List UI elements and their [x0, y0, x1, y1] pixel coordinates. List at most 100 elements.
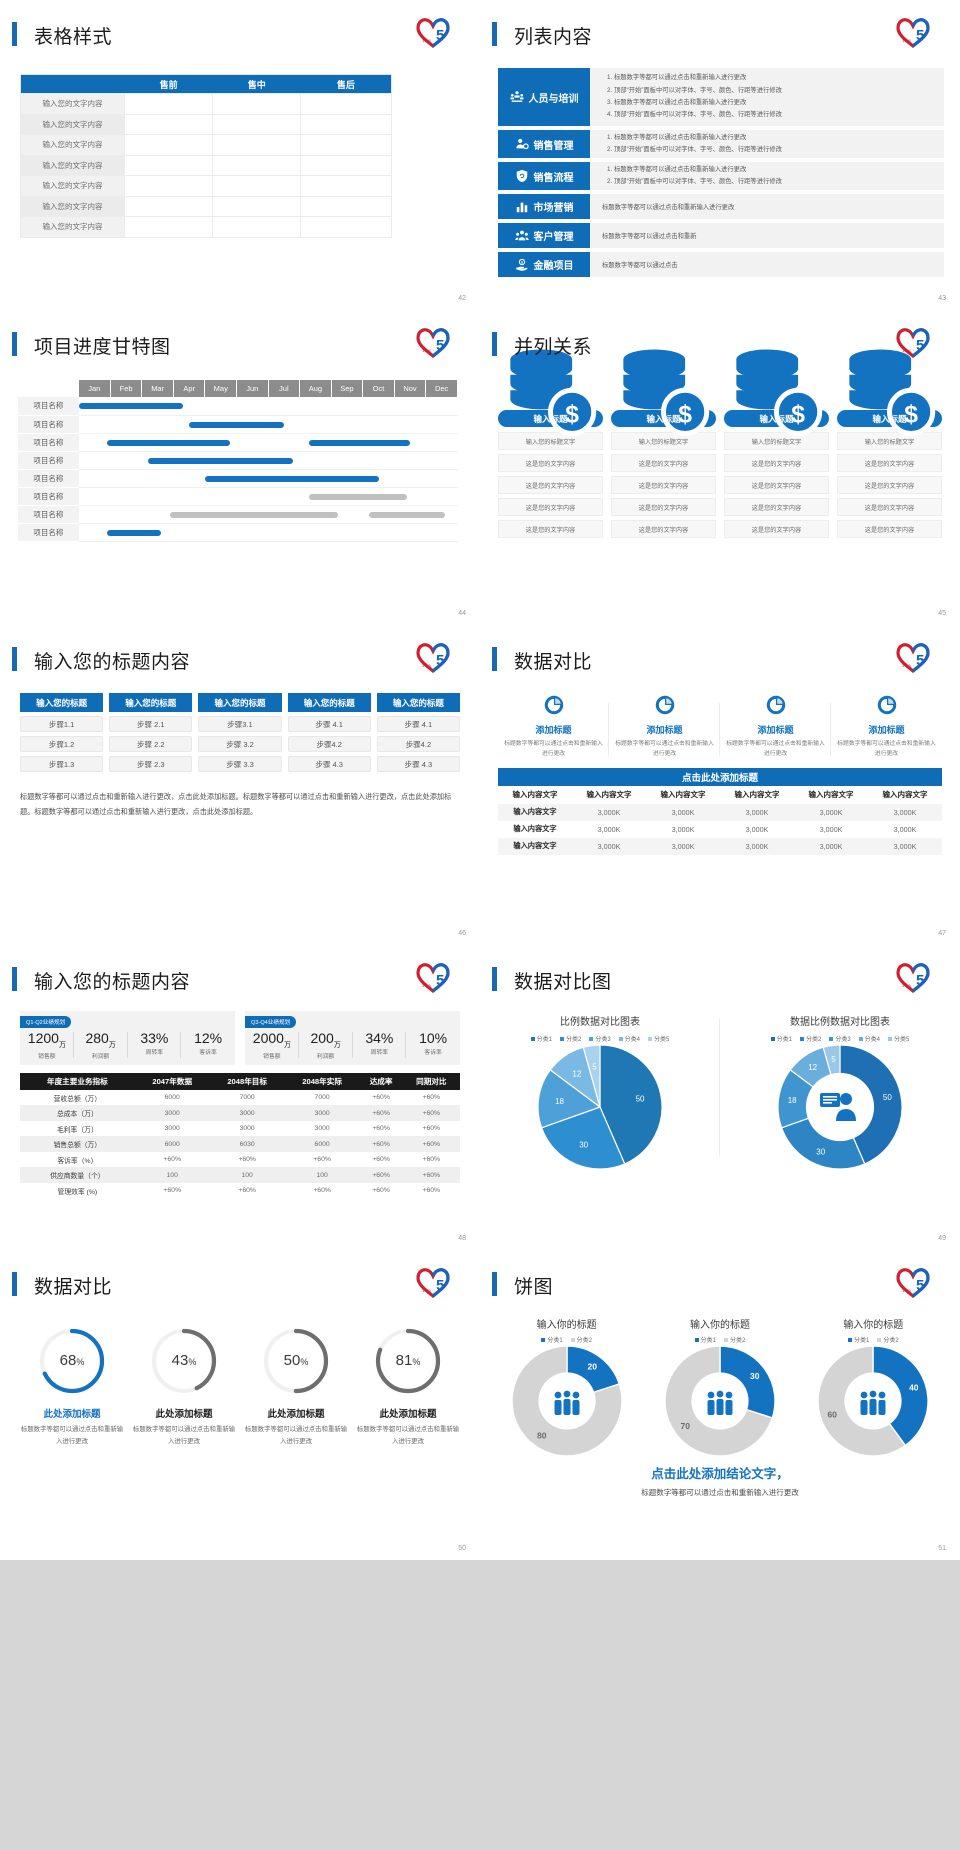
slide-51[interactable]: 饼图 5 1996 输入你的标题 分类1 分类2 20 80 输入你的标题 分类1 分类2 30 7…	[480, 1250, 960, 1560]
cell[interactable]	[300, 113, 392, 135]
table-row[interactable]: 供应商数量（个） 100 100 100 +60% +60%	[20, 1167, 460, 1183]
step-cell[interactable]: 步骤 2.3	[109, 756, 193, 772]
gantt-row-label[interactable]: 项目名称	[18, 469, 79, 488]
progress-ring-card[interactable]: 68% 此处添加标题 标题数字等都可以通过点击和重新输入进行更改	[16, 1318, 128, 1449]
gantt-bar[interactable]	[205, 475, 379, 482]
step-header-button[interactable]: 输入您的标题	[198, 693, 282, 712]
gantt-row-label[interactable]: 项目名称	[18, 433, 79, 452]
gantt-row[interactable]: 项目名称	[18, 415, 458, 434]
table-row[interactable]: 总成本（万） 3000 3000 3000 +60% +60%	[20, 1105, 460, 1121]
parallel-cell[interactable]: 这是您的文字内容	[611, 476, 716, 494]
cell[interactable]: 3,000K	[572, 803, 646, 821]
gantt-row-label[interactable]: 项目名称	[18, 505, 79, 524]
slide-42[interactable]: 表格样式 5 1996 售前 售中 售后 输入您的文字内容 输入您的文字内容 输入…	[0, 0, 480, 310]
row-label[interactable]: 输入您的文字内容	[20, 216, 125, 238]
kpi-metric[interactable]: 2000万 销售额	[245, 1030, 299, 1060]
progress-ring-card[interactable]: 43% 此处添加标题 标题数字等都可以通过点击和重新输入进行更改	[128, 1318, 240, 1449]
cell[interactable]: 3,000K	[572, 837, 646, 855]
step-cell[interactable]: 步骤3.1	[198, 716, 282, 732]
slide-48[interactable]: 输入您的标题内容 5 1996 Q1-Q2业绩规划 1200万 销售额 280万 利润额 3…	[0, 945, 480, 1250]
cell[interactable]: 100	[209, 1167, 285, 1183]
gantt-bar[interactable]	[78, 403, 183, 409]
gantt-row-label[interactable]: 项目名称	[18, 415, 79, 434]
cell[interactable]	[300, 134, 392, 156]
row-label[interactable]: 输入您的文字内容	[20, 134, 125, 156]
cell[interactable]: +60%	[238, 1187, 256, 1195]
table-row[interactable]: 毛利率（万） 3000 3000 3000 +60% +60%	[20, 1121, 460, 1137]
cell[interactable]	[123, 134, 214, 156]
cell[interactable]: +60%	[372, 1094, 390, 1102]
step-cell[interactable]: 步骤4.2	[376, 736, 461, 752]
kpi-metric[interactable]: 280万 利润额	[74, 1030, 128, 1060]
parallel-cell[interactable]: 这是您的文字内容	[498, 520, 603, 538]
cell[interactable]: +60%	[372, 1156, 390, 1164]
cell[interactable]: 3,000K	[646, 803, 720, 821]
slide-50[interactable]: 数据对比 5 1996 68% 此处添加标题 标题数字等都可以通过点击和重新输入进行更…	[0, 1250, 480, 1560]
step-header-button[interactable]: 输入您的标题	[109, 693, 193, 712]
table-row[interactable]: 销售总额（万） 6000 6030 6000 +60% +60%	[20, 1136, 460, 1152]
cell[interactable]: 客诉率（%）	[57, 1157, 98, 1165]
list-item-button-customer-management[interactable]: 客户管理	[498, 223, 590, 248]
cell[interactable]	[212, 195, 302, 217]
parallel-cell[interactable]: 这是您的文字内容	[837, 520, 942, 538]
metric-card[interactable]: 添加标题 标题数字等都可以通过点击和重新输入进行更改	[831, 695, 942, 760]
table-row[interactable]: 输入内容文字 3,000K 3,000K 3,000K 3,000K 3,000…	[498, 821, 942, 838]
gantt-row-label[interactable]: 项目名称	[18, 397, 79, 416]
table-row[interactable]: 输入您的文字内容	[20, 195, 392, 217]
cell[interactable]: 3,000K	[794, 803, 868, 821]
cell[interactable]: 7000	[314, 1094, 330, 1102]
list-item-button-marketing[interactable]: 市场营销	[498, 194, 590, 219]
slide-43[interactable]: 列表内容 5 1996 人员与培训 标题数字等都可以通过点击和重新输入进行更改 顶…	[480, 0, 960, 310]
cell[interactable]: 3,000K	[720, 803, 794, 821]
slide-45[interactable]: 并列关系 5 1996 $输入标题输入您的标题文字这是您的文字内容这是您的文字内容…	[480, 310, 960, 625]
cell[interactable]	[300, 216, 392, 238]
parallel-cell[interactable]: 这是您的文字内容	[837, 498, 942, 516]
gantt-bar[interactable]	[107, 439, 231, 446]
cell[interactable]: +60%	[402, 1167, 460, 1183]
parallel-cell[interactable]: 这是您的文字内容	[724, 476, 829, 494]
slide-44[interactable]: 项目进度甘特图 5 1996 Jan Feb Mar Apr May Jun Ju…	[0, 310, 480, 625]
step-header-button[interactable]: 输入您的标题	[287, 693, 371, 712]
row-label[interactable]: 输入您的文字内容	[20, 154, 125, 176]
table-row[interactable]: 输入您的文字内容	[20, 113, 392, 135]
gantt-row[interactable]: 项目名称	[18, 433, 458, 452]
cell[interactable]	[123, 113, 214, 135]
cell[interactable]: +60%	[402, 1136, 460, 1152]
progress-ring[interactable]: 50%	[244, 1318, 348, 1404]
cell[interactable]: +60%	[402, 1105, 460, 1121]
cell[interactable]: 3000	[164, 1125, 180, 1133]
cell[interactable]: 7000	[239, 1094, 255, 1102]
row-label[interactable]: 输入您的文字内容	[20, 175, 125, 197]
cell[interactable]: +60%	[163, 1156, 181, 1164]
gantt-row[interactable]: 项目名称	[18, 397, 458, 416]
parallel-cell[interactable]: 这是您的文字内容	[837, 454, 942, 472]
cell[interactable]	[123, 195, 214, 217]
list-item[interactable]: $ 金融项目 标题数字等都可以通过点击	[498, 252, 944, 277]
gantt-row-label[interactable]: 项目名称	[18, 523, 79, 542]
cell[interactable]: +60%	[359, 1105, 403, 1121]
table-row[interactable]: 输入您的文字内容	[20, 175, 392, 197]
parallel-cell[interactable]: 这是您的文字内容	[611, 454, 716, 472]
cell[interactable]: +60%	[422, 1187, 441, 1195]
list-item-button-sales-process[interactable]: 销售流程	[498, 162, 590, 190]
gantt-bar[interactable]	[189, 421, 284, 428]
cell[interactable]: 3000	[134, 1105, 210, 1121]
cell[interactable]: +60%	[163, 1187, 181, 1195]
gantt-bar[interactable]	[309, 493, 407, 500]
donut-chart-graphic[interactable]: 20 80	[490, 1345, 643, 1461]
cell[interactable]: 3,000K	[893, 824, 917, 834]
cell[interactable]	[300, 175, 392, 197]
table-row[interactable]: 管理效率 (%) +60% +60% +60% +60% +60%	[20, 1183, 460, 1199]
gantt-bar[interactable]	[107, 529, 161, 536]
parallel-cell[interactable]: 这是您的文字内容	[498, 454, 603, 472]
parallel-cell[interactable]: 这是您的文字内容	[837, 476, 942, 494]
cell[interactable]: 3,000K	[868, 803, 942, 821]
table-row[interactable]: 输入内容文字 3,000K 3,000K 3,000K 3,000K 3,000…	[498, 803, 942, 821]
cell[interactable]: +60%	[238, 1156, 256, 1164]
cell[interactable]	[123, 93, 214, 115]
cell[interactable]: 3000	[209, 1105, 285, 1121]
cell[interactable]: 营收总额（万）	[53, 1095, 102, 1103]
cell[interactable]: 3,000K	[671, 824, 695, 834]
cell[interactable]	[300, 93, 392, 115]
cell[interactable]: +60%	[422, 1094, 441, 1102]
